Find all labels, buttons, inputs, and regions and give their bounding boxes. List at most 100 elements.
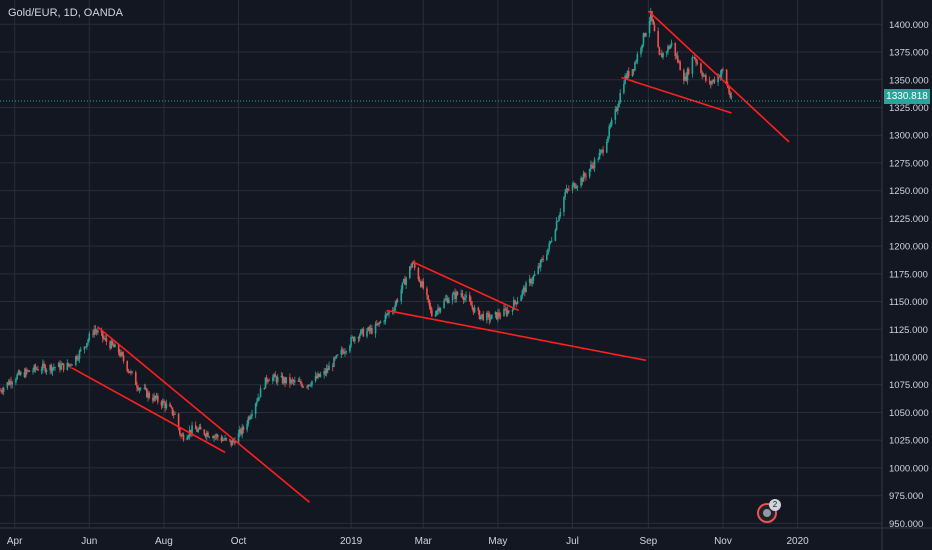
candle-body [692, 57, 695, 58]
candle-body [212, 436, 214, 439]
candle-body [455, 292, 458, 299]
candle-body [558, 216, 560, 221]
candle-body [19, 372, 22, 375]
candle-body [265, 377, 268, 382]
candle-body [477, 307, 480, 311]
candle-body [358, 334, 361, 339]
candle-body [691, 57, 694, 74]
candle-body [144, 387, 147, 389]
candle-body [631, 69, 634, 77]
candle-body [555, 221, 558, 230]
candle-body [374, 324, 377, 334]
candle-body [57, 363, 60, 368]
candle-body [127, 370, 130, 372]
candle-body [377, 322, 379, 325]
candle-body [285, 377, 288, 384]
candle-body [554, 229, 557, 241]
candle-body [720, 69, 723, 74]
candle-body [361, 328, 363, 331]
candle-body [473, 307, 476, 313]
x-tick-label: Apr [7, 536, 23, 547]
candle-body [126, 361, 129, 371]
candle-body [649, 11, 652, 22]
candle-body [448, 300, 450, 303]
y-tick-label: 1275.000 [889, 158, 929, 169]
candle-body [591, 164, 593, 166]
candle-body [428, 299, 431, 306]
candle-body [478, 310, 481, 319]
candle-body [306, 386, 308, 388]
candle-body [384, 314, 387, 322]
trendline [621, 76, 732, 114]
candle-body [696, 62, 699, 64]
candle-body [103, 338, 105, 340]
candle-body [77, 358, 80, 360]
candle-body [546, 254, 548, 260]
candle-body [207, 432, 209, 437]
candle-body [429, 305, 432, 310]
candle-body [198, 426, 201, 430]
candle-body [280, 375, 283, 377]
candle-body [171, 407, 174, 415]
candle-body [490, 314, 493, 319]
candle-body [468, 295, 471, 302]
candle-body [665, 51, 668, 53]
candle-body [105, 338, 108, 342]
candle-body [702, 75, 705, 77]
candle-body [35, 368, 38, 370]
candle-body [386, 313, 389, 315]
candle-body [618, 102, 620, 107]
candle-body [0, 390, 3, 392]
candle-body [410, 266, 412, 268]
candle-body [439, 308, 442, 312]
candle-body [76, 356, 78, 360]
candle-body [583, 173, 586, 176]
candle-body [291, 379, 294, 381]
candle-body [290, 379, 292, 384]
candle-body [163, 400, 165, 403]
candle-body [231, 440, 234, 446]
candle-body [446, 298, 449, 303]
candle-body [679, 61, 681, 71]
candle-body [208, 436, 210, 438]
candle-body [238, 429, 241, 434]
candle-body [522, 287, 525, 291]
candle-body [590, 164, 592, 169]
candle-body [117, 344, 120, 353]
candle-body [431, 309, 433, 317]
candle-body [205, 432, 208, 437]
candle-body [678, 61, 680, 63]
candle-body [713, 79, 716, 83]
candle-body [445, 298, 448, 300]
candle-body [214, 435, 217, 437]
candle-body [547, 248, 549, 255]
candle-body [191, 425, 193, 434]
candle-body [229, 439, 231, 441]
candle-body [616, 106, 619, 112]
candle-body [172, 414, 175, 416]
candle-body [241, 426, 244, 435]
candle-body [42, 363, 44, 370]
candle-body [268, 380, 270, 382]
candle-body [400, 289, 403, 302]
candle-body [204, 434, 207, 437]
candle-body [319, 374, 322, 377]
candle-body [588, 168, 591, 177]
candle-body [598, 152, 601, 160]
y-tick-label: 1250.000 [889, 186, 929, 197]
y-tick-label: 1050.000 [889, 408, 929, 419]
candle-body [292, 380, 295, 382]
candle-body [411, 262, 414, 268]
candle-body [652, 19, 655, 25]
candle-body [685, 76, 688, 81]
candle-body [472, 307, 475, 313]
symbol-title: Gold/EUR, 1D, OANDA [8, 7, 123, 19]
candle-body [325, 368, 328, 374]
candle-body [515, 302, 518, 304]
candle-body [264, 377, 267, 389]
y-tick-label: 1300.000 [889, 131, 929, 142]
notification-count-badge: 2 [769, 499, 781, 511]
candle-body [147, 392, 149, 398]
x-tick-label: Sep [639, 536, 657, 547]
